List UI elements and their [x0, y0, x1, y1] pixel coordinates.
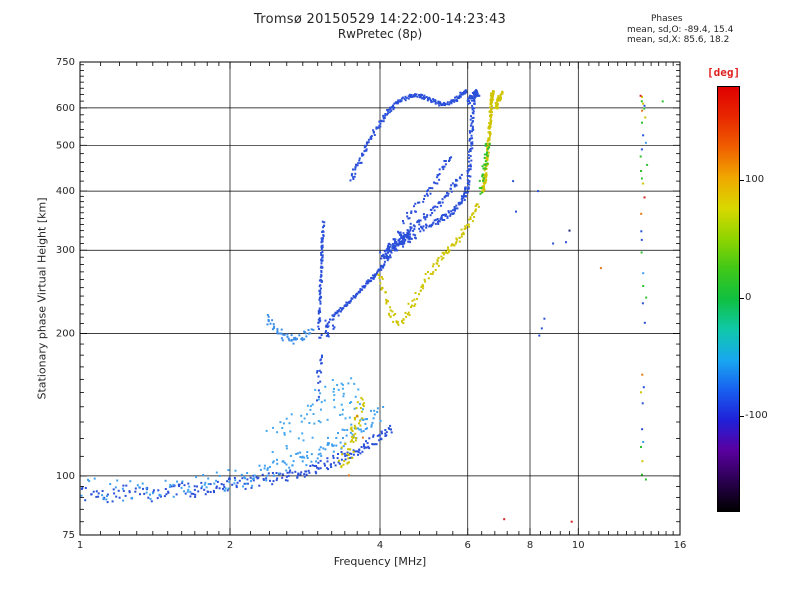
- colorbar: [717, 86, 740, 512]
- x-tick-label: 4: [377, 540, 383, 551]
- colorbar-tick-mark: [739, 298, 744, 299]
- tick-labels: 1 2 4 6 8 10 16 75 100 200 300 400 500 600 750: [56, 57, 686, 551]
- colorbar-tick-label: 0: [745, 292, 752, 303]
- y-tick-label: 500: [56, 140, 75, 151]
- y-tick-label: 75: [62, 530, 75, 541]
- title-line: Tromsø 20150529 14:22:00-14:23:43: [253, 12, 507, 27]
- x-tick-label: 10: [572, 540, 585, 551]
- plot-title: Tromsø 20150529 14:22:00-14:23:43 RwPret…: [80, 12, 680, 41]
- x-tick-label: 2: [227, 540, 233, 551]
- phase-stats-header: Phases: [651, 14, 683, 24]
- colorbar-tick-mark: [739, 415, 744, 417]
- x-tick-label: 6: [465, 540, 471, 551]
- x-axis-label: Frequency [MHz]: [333, 555, 427, 568]
- colorbar-tick-label: -100: [745, 409, 768, 421]
- x-tick-label: 16: [674, 540, 687, 551]
- subtitle-line: RwPretec (8p): [337, 27, 423, 41]
- scatter-points: [80, 89, 664, 523]
- phase-stats: Phases mean, sd,O: -89.4, 15.4 mean, sd,…: [627, 14, 733, 46]
- phase-stats-x: mean, sd,X: 85.6, 18.2: [627, 35, 730, 45]
- x-tick-label: 1: [77, 540, 83, 551]
- colorbar-tick-mark: [739, 180, 744, 182]
- colorbar-tick-label: 100: [745, 174, 765, 186]
- phase-stats-o: mean, sd,O: -89.4, 15.4: [627, 24, 734, 35]
- x-tick-label: 8: [527, 540, 533, 551]
- axis-ticks: [79, 61, 681, 536]
- y-tick-label: 100: [56, 471, 75, 482]
- colorbar-title: [deg]: [707, 66, 741, 79]
- y-tick-label: 750: [56, 57, 75, 68]
- y-tick-label: 600: [56, 103, 75, 114]
- y-tick-label: 300: [56, 245, 75, 256]
- y-tick-label: 200: [56, 329, 75, 340]
- gridlines: [80, 62, 680, 535]
- y-tick-label: 400: [56, 186, 75, 197]
